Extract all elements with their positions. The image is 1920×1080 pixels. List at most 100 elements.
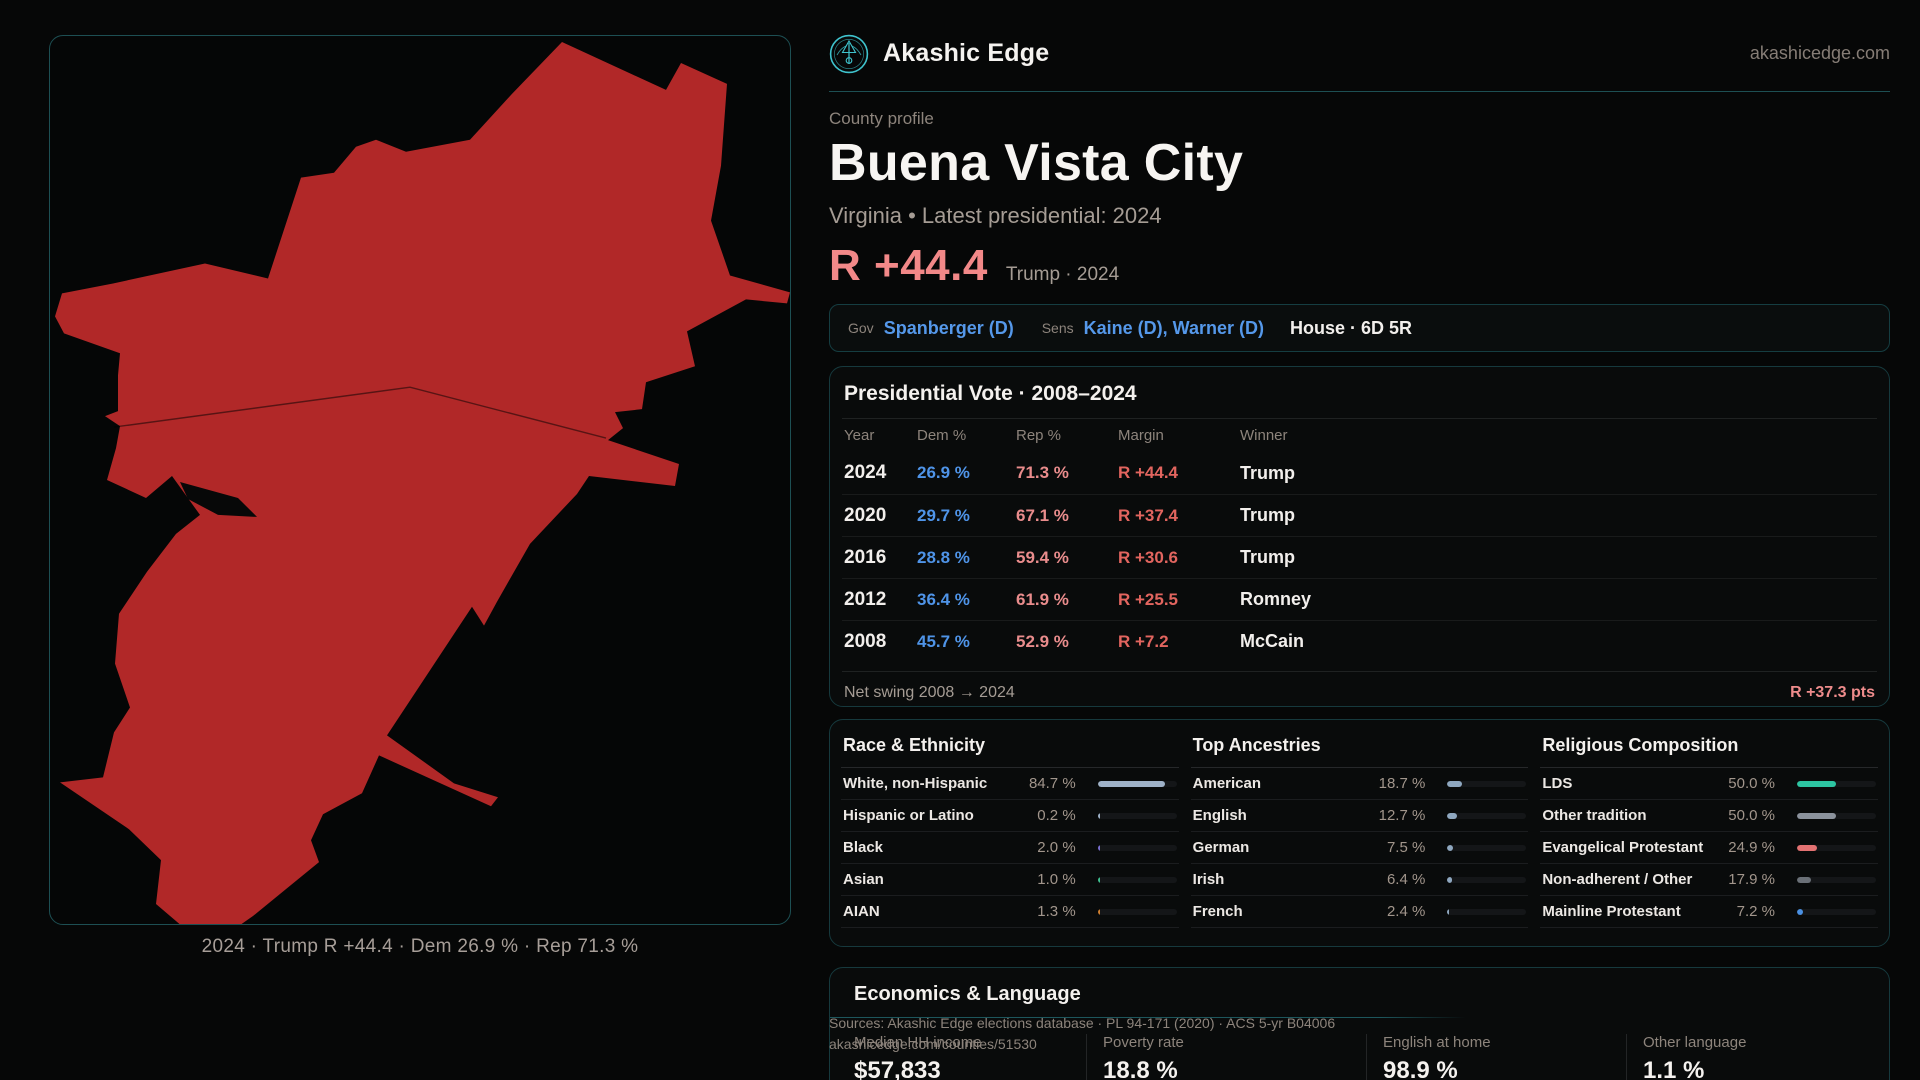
stat-row: French 2.4 % xyxy=(1190,896,1529,928)
brand: Akashic Edge xyxy=(829,34,1049,74)
dem-cell: 45.7 % xyxy=(917,631,970,651)
stat-value: 2.4 % xyxy=(1386,903,1426,920)
governor-link[interactable]: Spanberger (D) xyxy=(883,317,1014,338)
eyebrow-label: County profile xyxy=(829,109,934,128)
stat-bar-fill xyxy=(1447,908,1450,915)
stat-value: 50.0 % xyxy=(1728,775,1775,792)
economic-stat: Other language 1.1 % xyxy=(1626,1034,1865,1080)
stat-bar xyxy=(1097,844,1177,851)
stat-bar xyxy=(1796,908,1876,915)
stat-row: English 12.7 % xyxy=(1190,800,1529,832)
senators-link[interactable]: Kaine (D), Warner (D) xyxy=(1083,317,1264,338)
panel-title: Religious Composition xyxy=(1540,720,1878,768)
table-row: 2020 29.7 % 67.1 % R +37.4 Trump xyxy=(842,494,1877,536)
stat-bar-fill xyxy=(1097,876,1100,883)
year-cell: 2012 xyxy=(844,588,887,610)
stat-bar-fill xyxy=(1796,876,1812,883)
stat-label: French xyxy=(1192,903,1243,920)
column-header: Dem % xyxy=(917,427,967,444)
page-subtitle: Virginia • Latest presidential: 2024 xyxy=(829,203,1162,228)
stat-bar xyxy=(1447,780,1527,787)
margin-cell: R +44.4 xyxy=(1118,463,1179,482)
dem-cell: 29.7 % xyxy=(917,505,970,525)
margin-note: Trump · 2024 xyxy=(1005,264,1120,285)
stat-row: Evangelical Protestant 24.9 % xyxy=(1540,832,1878,864)
column-header: Rep % xyxy=(1016,427,1062,444)
county-polygon[interactable] xyxy=(55,41,790,924)
rep-cell: 71.3 % xyxy=(1016,463,1069,482)
stat-bar-fill xyxy=(1447,876,1453,883)
net-swing-value: R +37.3 pts xyxy=(1790,684,1875,701)
winner-cell: Trump xyxy=(1240,547,1296,567)
demographic-panel: Top Ancestries American 18.7 % English 12.7 … xyxy=(1190,720,1529,928)
stat-label: Evangelical Protestant xyxy=(1542,839,1704,856)
stat-bar xyxy=(1796,876,1876,883)
year-cell: 2016 xyxy=(844,546,887,568)
stat-bar-fill xyxy=(1796,780,1837,787)
rep-cell: 59.4 % xyxy=(1016,547,1069,567)
demographics-grid: Race & Ethnicity White, non-Hispanic 84.7 … xyxy=(841,720,1878,928)
year-cell: 2008 xyxy=(844,630,887,652)
akashic-edge-logo-icon xyxy=(829,34,869,74)
stat-value: 17.9 % xyxy=(1728,871,1775,888)
economic-stat-label: Poverty rate xyxy=(1103,1034,1184,1051)
column-header: Margin xyxy=(1118,427,1164,444)
dem-cell: 28.8 % xyxy=(917,547,970,567)
stat-row: Mainline Protestant 7.2 % xyxy=(1540,896,1878,928)
stat-value: 24.9 % xyxy=(1728,839,1775,856)
stat-row: Black 2.0 % xyxy=(841,832,1179,864)
margin-cell: R +30.6 xyxy=(1118,547,1179,567)
stat-label: Other tradition xyxy=(1542,807,1647,824)
stat-row: AIAN 1.3 % xyxy=(841,896,1179,928)
header-divider xyxy=(829,91,1890,92)
stat-label: Non-adherent / Other xyxy=(1542,871,1693,888)
economics-card: Economics & Language Median HH income $57… xyxy=(829,967,1890,1080)
margin-cell: R +7.2 xyxy=(1118,631,1169,651)
stat-bar xyxy=(1447,908,1527,915)
stat-bar xyxy=(1447,844,1527,851)
brand-name: Akashic Edge xyxy=(883,39,1050,67)
stat-bar xyxy=(1796,780,1876,787)
table-body: 2024 26.9 % 71.3 % R +44.4 Trump 2020 29.7 % 67… xyxy=(842,452,1877,662)
stat-label: Mainline Protestant xyxy=(1542,903,1681,920)
stat-bar xyxy=(1097,876,1177,883)
stat-bar-fill xyxy=(1796,812,1837,819)
stat-value: 6.4 % xyxy=(1386,871,1426,888)
site-domain-link[interactable]: akashicedge.com xyxy=(1749,43,1890,63)
stat-label: White, non-Hispanic xyxy=(843,775,988,792)
stat-value: 0.2 % xyxy=(1037,807,1076,824)
top-bar: Akashic Edge akashicedge.com xyxy=(829,30,1890,77)
stat-bar-fill xyxy=(1097,908,1100,915)
stat-value: 1.0 % xyxy=(1037,871,1076,888)
officials-bar: Gov Spanberger (D) Sens Kaine (D), Warne… xyxy=(829,304,1890,352)
net-swing-row: Net swing 2008 → 2024 R +37.3 pts xyxy=(842,671,1877,714)
economic-stat-value: 18.8 % xyxy=(1103,1057,1178,1080)
table-row: 2016 28.8 % 59.4 % R +30.6 Trump xyxy=(842,536,1877,578)
stat-bar-fill xyxy=(1097,844,1100,851)
page-title: Buena Vista City xyxy=(829,134,1244,192)
winner-cell: Trump xyxy=(1240,462,1296,483)
presidential-vote-card: Presidential Vote · 2008–2024 Year Dem % R… xyxy=(829,366,1890,707)
winner-cell: Trump xyxy=(1240,505,1296,525)
stat-bar xyxy=(1097,780,1177,787)
economic-stat-label: Median HH income xyxy=(854,1034,982,1051)
dem-cell: 36.4 % xyxy=(917,589,970,609)
stat-label: American xyxy=(1192,775,1262,792)
stat-row: Irish 6.4 % xyxy=(1190,864,1529,896)
table-row: 2008 45.7 % 52.9 % R +7.2 McCain xyxy=(842,620,1877,662)
rep-cell: 67.1 % xyxy=(1016,505,1069,525)
house-delegation: House · 6D 5R xyxy=(1289,317,1413,338)
stat-bar xyxy=(1447,812,1527,819)
stat-bar-fill xyxy=(1097,812,1100,819)
economic-stat-value: 98.9 % xyxy=(1383,1057,1458,1080)
stat-value: 50.0 % xyxy=(1728,807,1775,824)
stat-bar xyxy=(1796,812,1876,819)
panel-title: Race & Ethnicity xyxy=(841,720,1179,768)
county-map[interactable] xyxy=(50,36,790,924)
economics-title-underline xyxy=(830,1017,1889,1018)
stat-label: Irish xyxy=(1192,871,1225,888)
economics-title: Economics & Language xyxy=(854,983,1081,1005)
stat-value: 1.3 % xyxy=(1037,903,1076,920)
stat-bar xyxy=(1796,844,1876,851)
